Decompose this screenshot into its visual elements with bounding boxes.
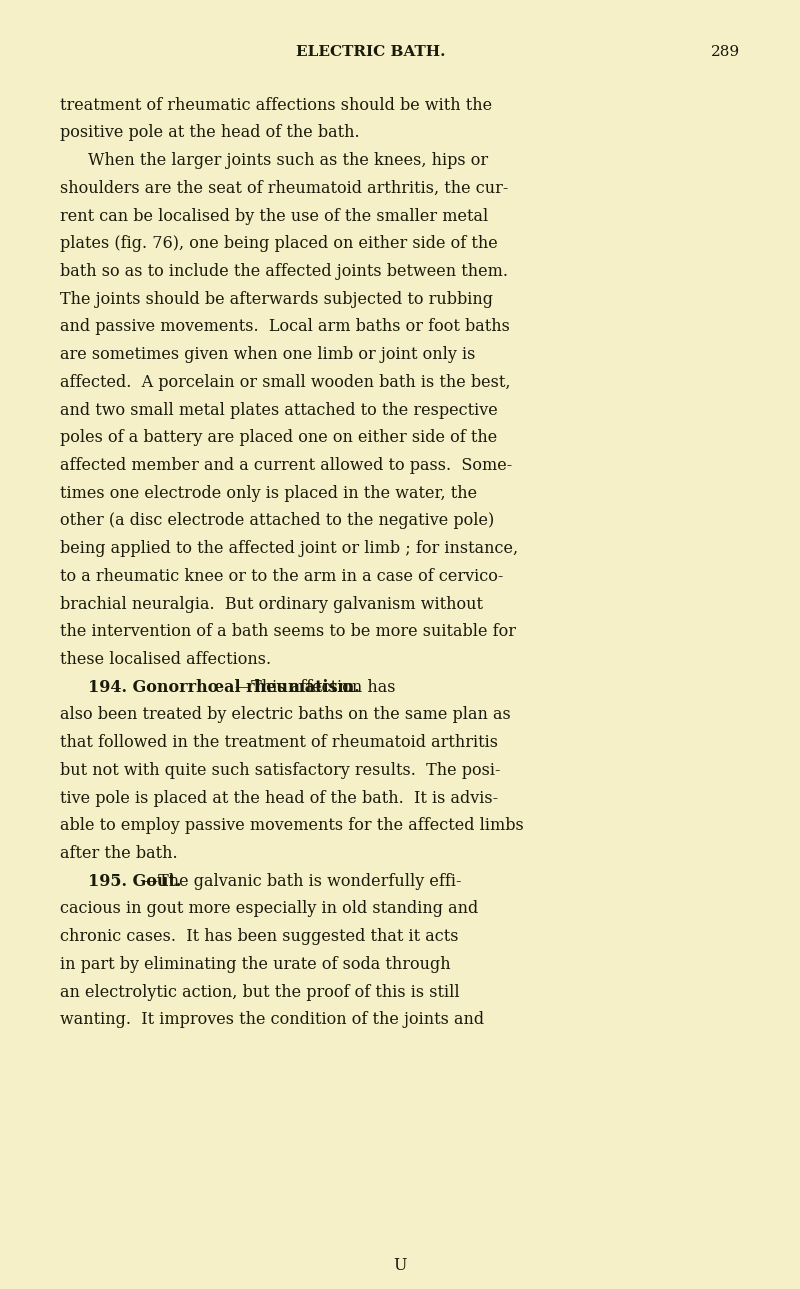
Text: When the larger joints such as the knees, hips or: When the larger joints such as the knees…: [88, 152, 488, 169]
Text: positive pole at the head of the bath.: positive pole at the head of the bath.: [60, 124, 360, 142]
Text: and two small metal plates attached to the respective: and two small metal plates attached to t…: [60, 401, 498, 419]
Text: also been treated by electric baths on the same plan as: also been treated by electric baths on t…: [60, 706, 510, 723]
Text: 195. Gout.: 195. Gout.: [88, 873, 182, 889]
Text: —This affection has: —This affection has: [235, 678, 395, 696]
Text: rent can be localised by the use of the smaller metal: rent can be localised by the use of the …: [60, 208, 488, 224]
Text: that followed in the treatment of rheumatoid arthritis: that followed in the treatment of rheuma…: [60, 733, 498, 751]
Text: these localised affections.: these localised affections.: [60, 651, 271, 668]
Text: being applied to the affected joint or limb ; for instance,: being applied to the affected joint or l…: [60, 540, 518, 557]
Text: to a rheumatic knee or to the arm in a case of cervico-: to a rheumatic knee or to the arm in a c…: [60, 567, 503, 585]
Text: times one electrode only is placed in the water, the: times one electrode only is placed in th…: [60, 485, 477, 501]
Text: poles of a battery are placed one on either side of the: poles of a battery are placed one on eit…: [60, 429, 498, 446]
Text: ELECTRIC BATH.: ELECTRIC BATH.: [296, 45, 446, 59]
Text: chronic cases.  It has been suggested that it acts: chronic cases. It has been suggested tha…: [60, 928, 458, 945]
Text: 194. Gonorrhœal rheumatism.: 194. Gonorrhœal rheumatism.: [88, 678, 360, 696]
Text: treatment of rheumatic affections should be with the: treatment of rheumatic affections should…: [60, 97, 492, 113]
Text: cacious in gout more especially in old standing and: cacious in gout more especially in old s…: [60, 900, 478, 918]
Text: the intervention of a bath seems to be more suitable for: the intervention of a bath seems to be m…: [60, 623, 516, 641]
Text: other (a disc electrode attached to the negative pole): other (a disc electrode attached to the …: [60, 512, 494, 530]
Text: able to employ passive movements for the affected limbs: able to employ passive movements for the…: [60, 817, 524, 834]
Text: wanting.  It improves the condition of the joints and: wanting. It improves the condition of th…: [60, 1011, 484, 1029]
Text: brachial neuralgia.  But ordinary galvanism without: brachial neuralgia. But ordinary galvani…: [60, 596, 483, 612]
Text: after the bath.: after the bath.: [60, 844, 178, 862]
Text: —The galvanic bath is wonderfully effi-: —The galvanic bath is wonderfully effi-: [142, 873, 462, 889]
Text: an electrolytic action, but the proof of this is still: an electrolytic action, but the proof of…: [60, 984, 460, 1000]
Text: plates (fig. 76), one being placed on either side of the: plates (fig. 76), one being placed on ei…: [60, 235, 498, 253]
Text: U: U: [394, 1257, 406, 1274]
Text: 289: 289: [711, 45, 740, 59]
Text: and passive movements.  Local arm baths or foot baths: and passive movements. Local arm baths o…: [60, 318, 510, 335]
Text: tive pole is placed at the head of the bath.  It is advis-: tive pole is placed at the head of the b…: [60, 789, 498, 807]
Text: but not with quite such satisfactory results.  The posi-: but not with quite such satisfactory res…: [60, 762, 501, 779]
Text: The joints should be afterwards subjected to rubbing: The joints should be afterwards subjecte…: [60, 290, 493, 308]
Text: in part by eliminating the urate of soda through: in part by eliminating the urate of soda…: [60, 955, 450, 973]
Text: shoulders are the seat of rheumatoid arthritis, the cur-: shoulders are the seat of rheumatoid art…: [60, 179, 508, 197]
Text: affected.  A porcelain or small wooden bath is the best,: affected. A porcelain or small wooden ba…: [60, 374, 510, 391]
Text: are sometimes given when one limb or joint only is: are sometimes given when one limb or joi…: [60, 345, 475, 363]
Text: affected member and a current allowed to pass.  Some-: affected member and a current allowed to…: [60, 456, 512, 474]
Text: bath so as to include the affected joints between them.: bath so as to include the affected joint…: [60, 263, 508, 280]
